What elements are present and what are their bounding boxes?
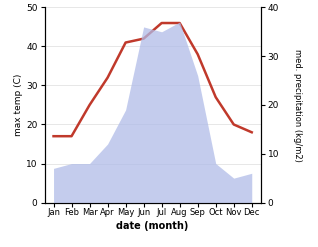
Y-axis label: max temp (C): max temp (C) [14,74,23,136]
Y-axis label: med. precipitation (kg/m2): med. precipitation (kg/m2) [293,49,302,161]
X-axis label: date (month): date (month) [116,221,189,231]
